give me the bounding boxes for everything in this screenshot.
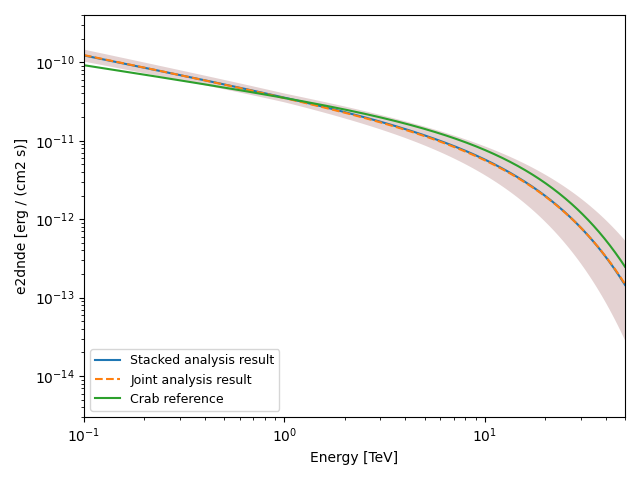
- Stacked analysis result: [373, 118, 381, 123]
- Line: Crab reference: Crab reference: [84, 65, 625, 267]
- Joint analysis result: [340, 109, 348, 115]
- Crab reference: [621, 264, 629, 270]
- Crab reference: [337, 106, 345, 112]
- Stacked analysis result: [402, 126, 410, 132]
- Joint analysis result: [608, 262, 616, 268]
- Stacked analysis result: [80, 52, 88, 58]
- Legend: Stacked analysis result, Joint analysis result, Crab reference: Stacked analysis result, Joint analysis …: [90, 349, 280, 411]
- Stacked analysis result: [621, 282, 629, 288]
- Stacked analysis result: [608, 263, 616, 268]
- Crab reference: [373, 114, 381, 120]
- Crab reference: [524, 168, 531, 174]
- Line: Joint analysis result: Joint analysis result: [84, 55, 625, 284]
- Joint analysis result: [80, 52, 88, 58]
- Joint analysis result: [524, 181, 531, 187]
- Stacked analysis result: [524, 180, 531, 186]
- X-axis label: Energy [TeV]: Energy [TeV]: [310, 451, 399, 465]
- Y-axis label: e2dnde [erg / (cm2 s)]: e2dnde [erg / (cm2 s)]: [15, 138, 29, 294]
- Crab reference: [608, 245, 616, 251]
- Crab reference: [340, 107, 348, 112]
- Joint analysis result: [402, 127, 410, 133]
- Stacked analysis result: [337, 108, 345, 114]
- Crab reference: [402, 121, 410, 127]
- Joint analysis result: [621, 281, 629, 287]
- Crab reference: [80, 62, 88, 68]
- Stacked analysis result: [340, 109, 348, 115]
- Joint analysis result: [337, 109, 345, 115]
- Line: Stacked analysis result: Stacked analysis result: [84, 55, 625, 285]
- Joint analysis result: [373, 119, 381, 124]
